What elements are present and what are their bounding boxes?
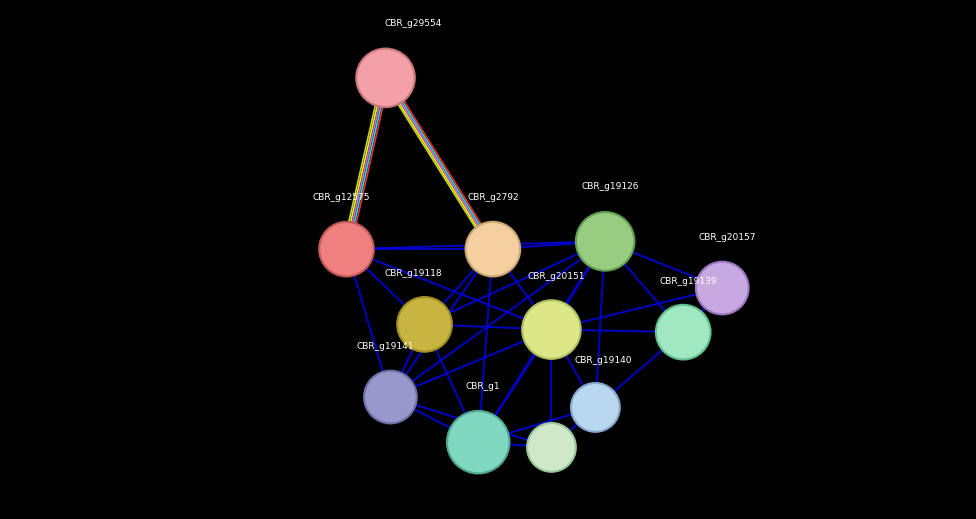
Ellipse shape <box>522 301 581 359</box>
Text: CBR_g20151: CBR_g20151 <box>528 271 585 281</box>
Text: CBR_g19140: CBR_g19140 <box>575 357 631 365</box>
Text: CBR_g20157: CBR_g20157 <box>699 234 755 242</box>
Ellipse shape <box>466 222 520 277</box>
Ellipse shape <box>319 222 374 277</box>
Text: CBR_g19141: CBR_g19141 <box>357 343 414 351</box>
Text: CBR_g19139: CBR_g19139 <box>659 277 717 285</box>
Text: CBR_g29554: CBR_g29554 <box>385 19 441 28</box>
Ellipse shape <box>364 371 417 424</box>
Ellipse shape <box>576 212 634 270</box>
Text: CBR_g19118: CBR_g19118 <box>384 269 442 278</box>
Text: CBR_g2792: CBR_g2792 <box>468 193 518 202</box>
Ellipse shape <box>696 262 749 315</box>
Ellipse shape <box>397 297 452 352</box>
Ellipse shape <box>656 305 711 360</box>
Ellipse shape <box>527 423 576 472</box>
Ellipse shape <box>356 49 415 107</box>
Ellipse shape <box>447 411 509 473</box>
Text: CBR_g1: CBR_g1 <box>466 382 501 391</box>
Text: CBR_g12575: CBR_g12575 <box>313 193 370 202</box>
Text: CBR_g19126: CBR_g19126 <box>582 182 638 192</box>
Ellipse shape <box>571 383 620 432</box>
